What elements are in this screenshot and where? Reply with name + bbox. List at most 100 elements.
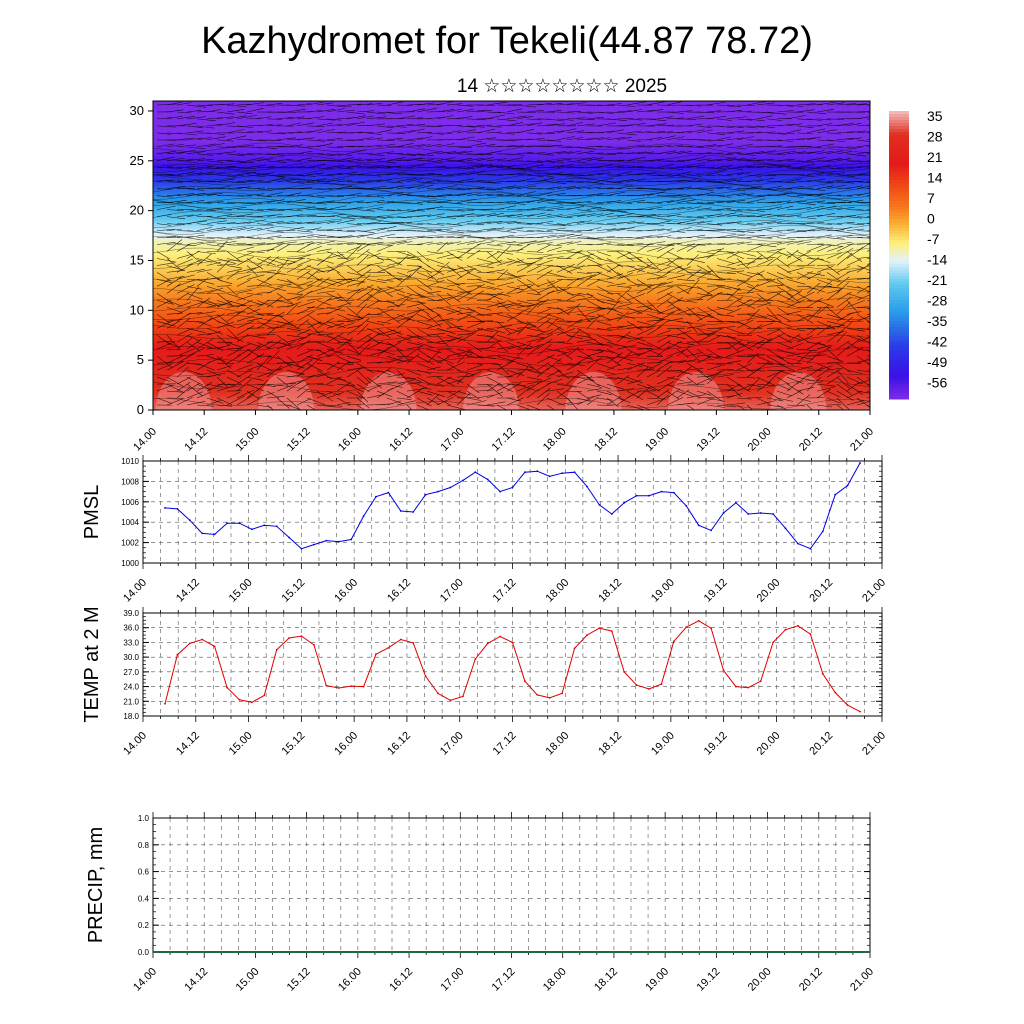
wind-barb — [266, 242, 285, 252]
wind-barb — [326, 146, 344, 149]
wind-barb — [346, 146, 364, 148]
wind-barb — [406, 286, 424, 298]
wind-barb — [336, 145, 355, 148]
wind-barb — [686, 174, 702, 177]
wind-barb — [346, 111, 365, 115]
wind-barb — [656, 311, 675, 322]
wind-barb — [556, 286, 574, 296]
wind-barb — [286, 104, 306, 107]
wind-barb — [586, 213, 604, 217]
wind-barb — [536, 254, 553, 259]
wind-barb — [256, 270, 277, 273]
temperature-band — [153, 356, 870, 359]
wind-barb — [416, 251, 430, 262]
wind-barb — [296, 375, 315, 385]
wind-barb — [506, 312, 522, 322]
wind-barb — [416, 108, 437, 113]
wind-barb — [576, 209, 592, 212]
wind-barb — [646, 397, 667, 400]
wind-barb — [156, 279, 173, 283]
wind-barb — [796, 151, 817, 155]
wind-barb — [616, 227, 635, 231]
wind-barb — [316, 383, 334, 386]
wind-barb — [236, 343, 251, 350]
wind-barb — [676, 369, 693, 376]
wind-barb — [526, 343, 544, 350]
wind-barb — [556, 164, 574, 169]
x-tick-label: 19.12 — [695, 966, 723, 994]
wind-barb — [156, 195, 173, 198]
wind-barb — [836, 103, 857, 106]
wind-barb — [546, 348, 567, 353]
wind-barb — [766, 314, 781, 321]
wind-barb — [516, 366, 529, 378]
wind-barb — [346, 181, 366, 183]
wind-barb — [346, 288, 361, 301]
wind-barb — [496, 360, 514, 371]
wind-barb — [316, 139, 336, 141]
wind-barb — [736, 383, 751, 393]
wind-barb — [646, 191, 665, 196]
wind-barb — [806, 369, 822, 372]
wind-barb — [856, 334, 870, 344]
wind-barb — [236, 315, 255, 322]
data-point — [747, 513, 750, 515]
wind-barb — [266, 256, 279, 266]
wind-barb — [596, 383, 611, 390]
wind-barb — [316, 153, 336, 157]
wind-barb — [436, 397, 451, 406]
wind-barb — [246, 174, 266, 178]
wind-barb — [266, 192, 283, 196]
wind-barb — [536, 160, 556, 163]
wind-barb — [406, 157, 423, 162]
x-tick-label: 15.12 — [285, 966, 313, 994]
wind-barb — [716, 104, 735, 107]
wind-barb — [846, 146, 863, 148]
wind-barb — [376, 328, 391, 339]
wind-barb — [706, 110, 722, 113]
wind-barb — [816, 118, 832, 121]
wind-barb — [326, 307, 342, 315]
wind-barb — [646, 101, 665, 106]
wind-barb — [216, 404, 233, 407]
wind-barb — [696, 158, 711, 162]
wind-barb — [446, 293, 461, 303]
x-tick-label: 17.00 — [438, 966, 466, 994]
wind-barb — [606, 355, 622, 367]
wind-barb — [766, 321, 782, 323]
wind-barb — [776, 205, 794, 210]
wind-barb — [826, 289, 841, 294]
wind-barb — [546, 214, 563, 217]
wind-barb — [466, 240, 486, 245]
wind-barb — [156, 132, 172, 135]
wind-barb — [346, 206, 363, 210]
wind-barb — [266, 132, 286, 135]
wind-barb — [426, 279, 445, 287]
wind-barb — [826, 167, 845, 170]
wind-barb — [386, 313, 406, 322]
wind-barb — [346, 246, 361, 252]
data-point — [648, 494, 650, 497]
wind-barb — [836, 247, 854, 259]
wind-barb — [186, 251, 202, 264]
wind-barb — [316, 321, 333, 328]
data-point — [362, 515, 365, 517]
wind-barb — [506, 221, 522, 224]
wind-barb — [716, 153, 734, 155]
wind-barb — [646, 241, 666, 245]
wind-barb — [506, 115, 527, 120]
data-point — [462, 695, 464, 698]
wind-barb — [446, 139, 466, 141]
wind-barb — [806, 171, 824, 176]
wind-barb — [836, 187, 852, 189]
wind-barb — [476, 237, 494, 240]
y-axis-label: TEMP at 2 M — [81, 606, 103, 722]
wind-barb — [596, 265, 612, 273]
temperature-band — [153, 404, 870, 407]
wind-barb — [776, 341, 794, 349]
wind-barb — [276, 321, 296, 327]
wind-barb — [576, 338, 596, 343]
wind-barb — [386, 181, 404, 184]
x-tick-label: 18.12 — [592, 426, 620, 454]
wind-barb — [246, 251, 265, 253]
